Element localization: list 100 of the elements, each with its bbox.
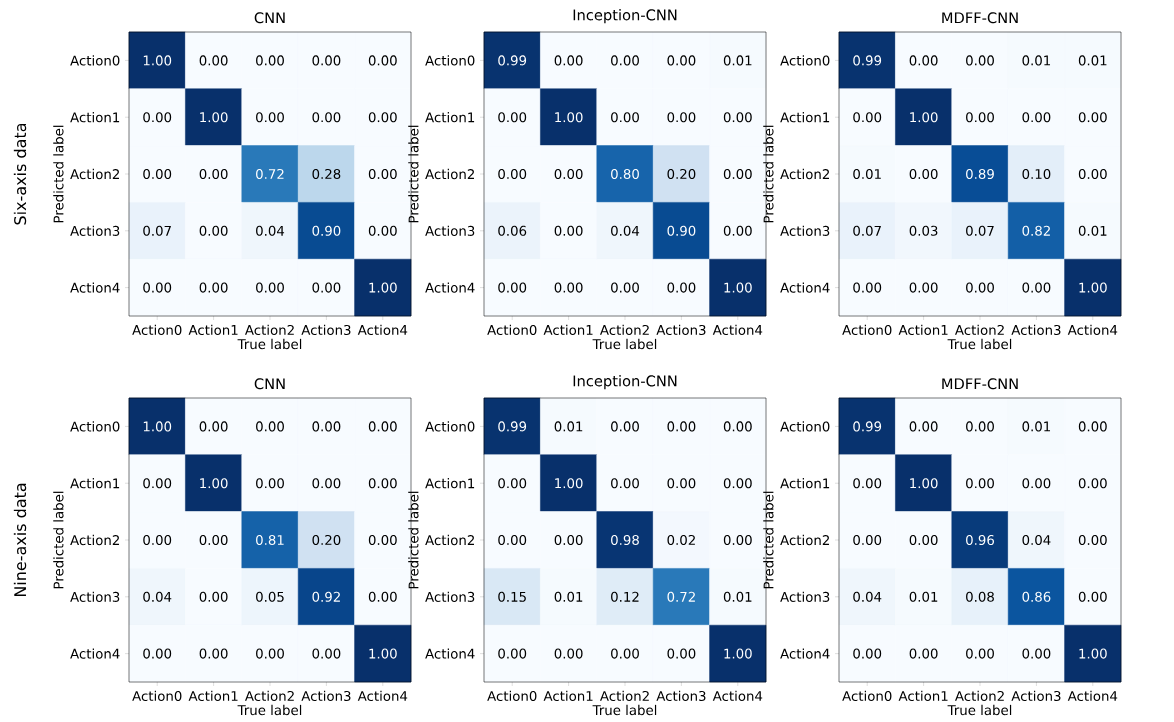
data-label: 0.00 — [368, 591, 397, 602]
chart-title: CNN — [254, 378, 285, 390]
data-label: 0.00 — [853, 282, 882, 293]
x-axis-title: True label — [592, 704, 657, 716]
data-label: 0.00 — [1078, 534, 1107, 546]
data-label: 0.00 — [256, 421, 284, 432]
data-label: 0.00 — [368, 112, 397, 123]
data-label: 0.28 — [312, 168, 341, 180]
x-tick-label: Action3 — [656, 324, 706, 336]
data-label: 0.10 — [1022, 168, 1051, 180]
data-label: 0.00 — [199, 591, 228, 602]
y-tick-label: Action4 — [70, 282, 120, 293]
x-tick-label: Action0 — [487, 324, 537, 336]
data-label: 1.00 — [724, 282, 752, 293]
data-label: 0.00 — [498, 478, 527, 489]
y-tick-label: Action4 — [425, 648, 475, 659]
data-label: 0.00 — [1022, 648, 1051, 659]
x-tick-label: Action3 — [656, 690, 706, 702]
data-label: 0.00 — [199, 421, 228, 432]
data-label: 0.04 — [256, 225, 285, 236]
data-label: 0.00 — [143, 168, 172, 180]
data-label: 0.01 — [554, 591, 583, 602]
y-tick-label: Action1 — [425, 478, 475, 489]
data-label: 0.04 — [1022, 534, 1051, 546]
data-label: 0.05 — [256, 591, 284, 602]
x-axis-title: True label — [947, 338, 1012, 350]
x-axis-title: True label — [592, 338, 657, 350]
y-tick-label: Action1 — [70, 478, 120, 489]
data-label: 0.00 — [1022, 478, 1051, 489]
x-tick-label: Action4 — [712, 324, 763, 336]
y-tick-label: Action1 — [425, 112, 475, 123]
data-label: 0.00 — [143, 112, 172, 123]
data-label: 0.72 — [667, 591, 695, 602]
data-label: 1.00 — [910, 112, 938, 123]
data-label: 0.00 — [312, 282, 341, 293]
y-tick-label: Action2 — [780, 534, 829, 546]
data-label: 0.00 — [143, 648, 172, 659]
y-tick-label: Action2 — [425, 534, 474, 546]
data-label: 0.00 — [723, 168, 752, 180]
data-label: 0.00 — [966, 112, 994, 123]
data-label: 0.00 — [667, 282, 696, 293]
data-label: 0.01 — [1078, 225, 1107, 236]
data-label: 0.07 — [966, 225, 994, 236]
data-label: 0.00 — [256, 55, 284, 66]
data-label: 0.00 — [554, 282, 583, 293]
data-label: 0.00 — [1078, 421, 1107, 432]
x-tick-label: Action2 — [954, 324, 1004, 336]
data-label: 0.00 — [611, 112, 639, 123]
data-label: 0.00 — [909, 168, 938, 180]
data-label: 0.04 — [143, 591, 172, 602]
data-label: 0.00 — [611, 282, 639, 293]
data-label: 0.04 — [611, 225, 640, 236]
y-tick-label: Action4 — [70, 648, 120, 659]
data-label: 0.00 — [1078, 112, 1107, 123]
data-label: 0.00 — [611, 55, 639, 66]
data-label: 0.99 — [498, 421, 527, 432]
data-label: 0.00 — [199, 648, 228, 659]
y-tick-label: Action3 — [780, 591, 830, 602]
x-tick-label: Action3 — [301, 324, 351, 336]
y-tick-label: Action3 — [70, 225, 120, 236]
y-tick-label: Action4 — [780, 282, 830, 293]
data-label: 0.00 — [1022, 112, 1051, 123]
data-label: 0.82 — [1022, 225, 1050, 236]
x-tick-label: Action1 — [188, 690, 238, 702]
data-label: 0.00 — [554, 648, 583, 659]
data-label: 0.96 — [966, 534, 995, 546]
data-label: 0.00 — [256, 112, 284, 123]
data-label: 0.00 — [909, 534, 938, 546]
data-label: 0.00 — [853, 648, 882, 659]
data-label: 0.00 — [1022, 282, 1051, 293]
y-tick-label: Action4 — [780, 648, 830, 659]
data-label: 0.00 — [966, 478, 994, 489]
data-label: 0.00 — [368, 421, 397, 432]
data-label: 1.00 — [200, 112, 228, 123]
data-label: 0.00 — [368, 225, 397, 236]
data-label: 0.00 — [611, 478, 639, 489]
data-label: 0.00 — [966, 282, 994, 293]
x-tick-label: Action3 — [1011, 324, 1061, 336]
data-label: 0.00 — [312, 478, 341, 489]
y-tick-label: Action1 — [780, 112, 830, 123]
y-tick-label: Action0 — [70, 421, 120, 432]
data-label: 0.20 — [312, 534, 341, 546]
text: Nine-axis data — [13, 483, 27, 597]
data-label: 0.90 — [667, 225, 696, 236]
x-tick-label: Action2 — [244, 324, 294, 336]
x-tick-label: Action2 — [599, 690, 649, 702]
x-tick-label: Action2 — [244, 690, 294, 702]
data-label: 0.00 — [966, 648, 994, 659]
data-label: 0.00 — [199, 55, 228, 66]
data-label: 0.20 — [667, 168, 696, 180]
y-tick-label: Action0 — [780, 55, 830, 66]
data-label: 0.00 — [554, 55, 583, 66]
data-label: 0.00 — [312, 421, 341, 432]
data-label: 0.00 — [312, 55, 341, 66]
data-label: 0.00 — [199, 225, 228, 236]
data-label: 0.00 — [199, 282, 228, 293]
y-tick-label: Action2 — [70, 534, 119, 546]
data-label: 1.00 — [910, 478, 938, 489]
x-tick-label: Action1 — [543, 324, 593, 336]
data-label: 0.06 — [498, 225, 527, 236]
